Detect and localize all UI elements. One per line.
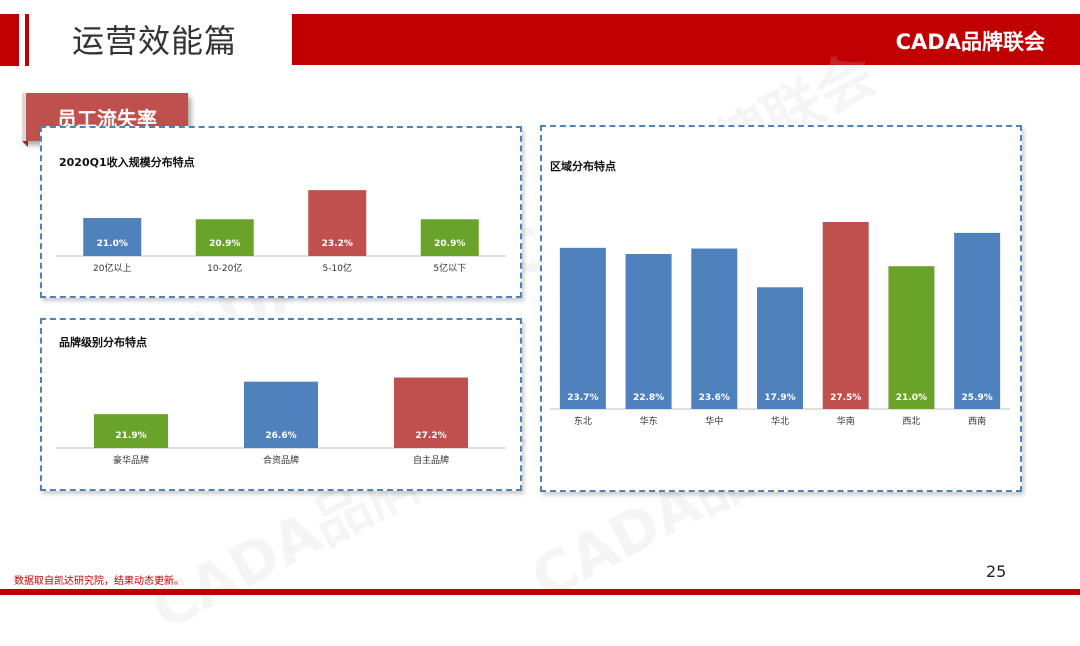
data-label: 17.9% [764,393,795,403]
category-label: 合资品牌 [263,454,299,466]
bar [420,219,479,256]
bar [308,190,367,256]
header-accent-line [25,14,29,66]
footer-band [0,589,1080,595]
chart-region: 23.7% 东北 22.8% 华东 23.6% 华中 17.9% 华北 27.5% 华南 21.0%… [550,222,1010,427]
chart-title: 区域分布特点 [550,160,616,173]
chart-panel-brand-level: 品牌级别分布特点 21.9% 豪华品牌 26.6% 合资品牌 27.2% 自主品牌 [40,318,522,491]
category-label: 豪华品牌 [113,454,149,466]
data-label: 23.2% [322,239,353,249]
category-label: 华东 [640,415,658,427]
data-label: 23.6% [699,393,730,403]
data-label: 27.2% [415,431,446,441]
category-label: 10-20亿 [207,262,242,274]
category-label: 华南 [837,415,855,427]
bar [244,381,318,448]
section-tag-fold [22,141,28,147]
bar [83,218,142,256]
bar [691,248,738,409]
bar [888,266,935,409]
category-label: 西北 [902,416,920,427]
category-label: 5亿以下 [433,262,466,274]
page-title: 运营效能篇 [72,22,238,60]
chart-revenue: 21.0% 20亿以上 20.9% 10-20亿 23.2% 5-10亿 20.9% 5亿以下 [56,190,506,274]
bar [195,219,254,256]
bar [757,287,803,409]
data-label: 25.9% [962,393,993,403]
category-label: 东北 [574,415,592,427]
category-label: 自主品牌 [413,454,449,466]
category-label: 华北 [771,415,789,427]
bar [625,253,672,409]
footnote: 数据取自凯达研究院，结果动态更新。 [14,576,184,587]
data-label: 26.6% [265,431,296,441]
data-label: 20.9% [209,239,240,249]
data-label: 21.9% [115,431,146,441]
data-label: 20.9% [434,239,465,249]
data-label: 27.5% [830,393,861,403]
chart-panel-revenue: 2020Q1收入规模分布特点 21.0% 20亿以上 20.9% 10-20亿 23.2… [40,126,522,298]
chart-brand-level: 21.9% 豪华品牌 26.6% 合资品牌 27.2% 自主品牌 [56,377,506,466]
category-label: 西南 [968,415,986,427]
category-label: 5-10亿 [323,262,352,274]
header-accent-bar [0,14,19,66]
chart-title: 品牌级别分布特点 [59,336,147,349]
brand-label: CADA品牌联会 [895,30,1045,54]
chart-title: 2020Q1收入规模分布特点 [59,156,195,169]
category-label: 20亿以上 [93,262,131,274]
data-label: 22.8% [633,393,664,403]
header-band [292,14,1080,65]
chart-panel-region: 区域分布特点 23.7% 东北 22.8% 华东 23.6% 华中 17.9% 华北 27.5%… [540,125,1022,492]
bar [559,247,606,409]
bar [822,222,869,409]
page-number: 25 [986,562,1007,581]
bar [94,414,168,448]
bar [394,377,468,448]
bar [954,232,1001,409]
data-label: 21.0% [896,393,927,403]
category-label: 华中 [705,415,723,427]
data-label: 21.0% [97,239,128,249]
data-label: 23.7% [567,393,598,403]
